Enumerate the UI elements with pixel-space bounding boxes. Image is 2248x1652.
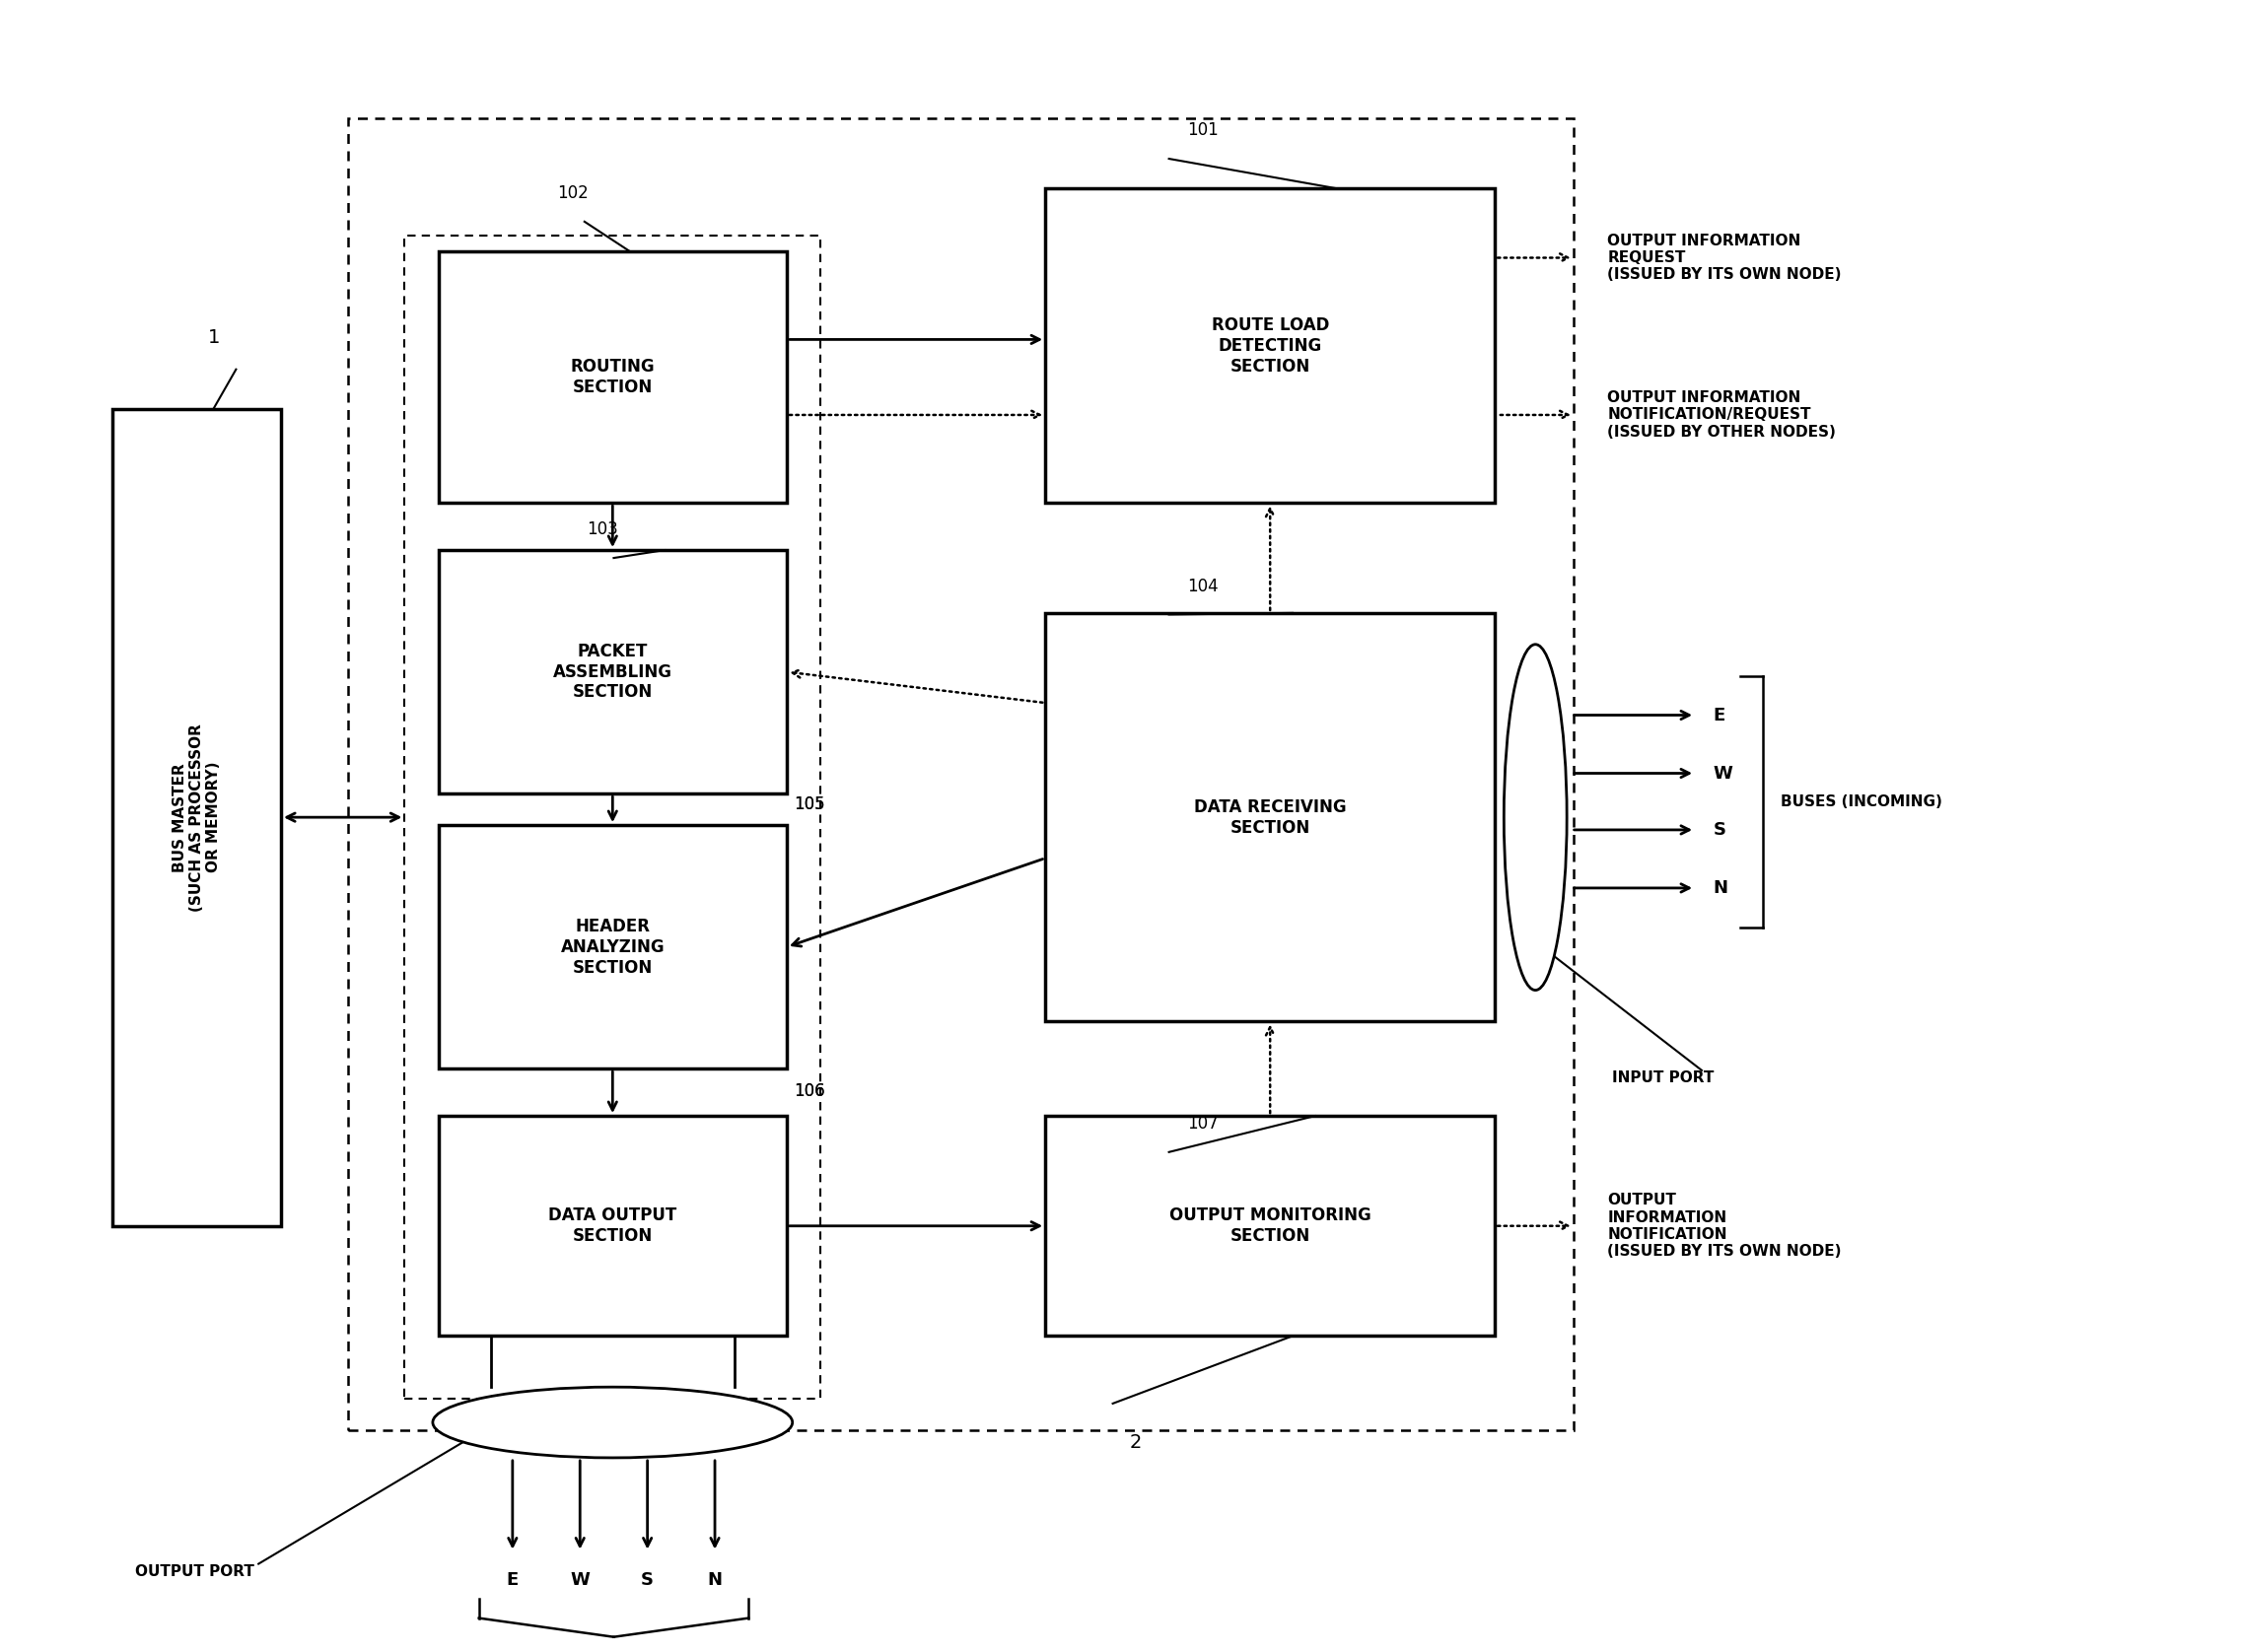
Text: 104: 104 [1187,578,1218,595]
Text: DATA RECEIVING
SECTION: DATA RECEIVING SECTION [1194,798,1347,836]
Text: OUTPUT PORT: OUTPUT PORT [135,1564,254,1579]
Text: BUSES (INCOMING): BUSES (INCOMING) [1780,795,1942,809]
Text: OUTPUT INFORMATION
REQUEST
(ISSUED BY ITS OWN NODE): OUTPUT INFORMATION REQUEST (ISSUED BY IT… [1607,233,1841,282]
Bar [1045,188,1495,502]
Ellipse shape [434,1388,794,1457]
Text: ROUTING
SECTION: ROUTING SECTION [571,358,654,396]
Text: 1: 1 [207,329,220,347]
Text: E: E [1713,707,1724,724]
Text: OUTPUT
INFORMATION
NOTIFICATION
(ISSUED BY ITS OWN NODE): OUTPUT INFORMATION NOTIFICATION (ISSUED … [1607,1193,1841,1259]
Bar [1045,613,1495,1021]
Bar [112,408,281,1226]
Text: N: N [708,1571,722,1589]
Text: 106: 106 [794,1082,825,1100]
Text: 2: 2 [1128,1434,1142,1452]
Bar [438,824,787,1069]
Text: BUS MASTER
(SUCH AS PROCESSOR
OR MEMORY): BUS MASTER (SUCH AS PROCESSOR OR MEMORY) [173,724,220,912]
Text: HEADER
ANALYZING
SECTION: HEADER ANALYZING SECTION [560,917,665,976]
Text: W: W [571,1571,589,1589]
Text: 103: 103 [587,520,618,539]
Bar [438,1115,787,1336]
Text: INPUT PORT: INPUT PORT [1612,1070,1713,1085]
Text: OUTPUT MONITORING
SECTION: OUTPUT MONITORING SECTION [1169,1208,1371,1246]
Bar [1045,1115,1495,1336]
Text: 102: 102 [558,185,589,202]
Text: 101: 101 [1187,122,1218,139]
Bar [348,117,1574,1431]
Bar [438,251,787,502]
Text: 105: 105 [794,796,825,813]
Text: 107: 107 [1187,1115,1218,1133]
Text: N: N [1713,879,1729,897]
Text: DATA OUTPUT
SECTION: DATA OUTPUT SECTION [549,1208,677,1246]
Text: ROUTE LOAD
DETECTING
SECTION: ROUTE LOAD DETECTING SECTION [1212,317,1329,375]
Bar [405,236,821,1399]
Text: 106: 106 [794,1082,825,1100]
Text: OUTPUT INFORMATION
NOTIFICATION/REQUEST
(ISSUED BY OTHER NODES): OUTPUT INFORMATION NOTIFICATION/REQUEST … [1607,390,1837,439]
Text: S: S [1713,821,1726,839]
Text: PACKET
ASSEMBLING
SECTION: PACKET ASSEMBLING SECTION [553,643,672,702]
Text: 105: 105 [794,796,825,813]
Text: E: E [506,1571,519,1589]
Bar [438,550,787,793]
Text: S: S [641,1571,654,1589]
Ellipse shape [1504,644,1567,990]
Text: W: W [1713,765,1733,781]
